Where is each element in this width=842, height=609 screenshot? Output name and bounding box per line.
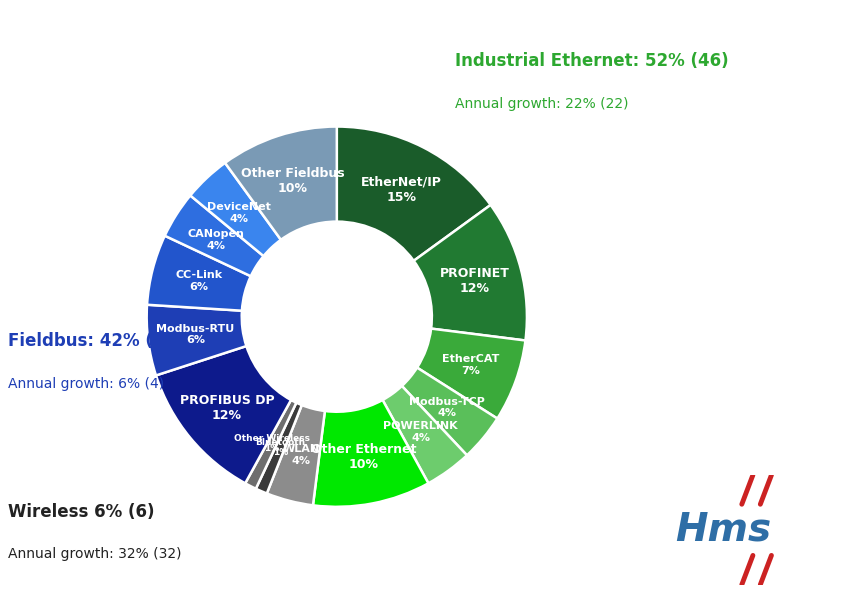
Text: Hms: Hms [675,511,771,549]
Text: Other Ethernet
10%: Other Ethernet 10% [311,443,416,471]
Text: Annual growth: 32% (32): Annual growth: 32% (32) [8,547,182,561]
Text: PROFINET
12%: PROFINET 12% [440,267,510,295]
Wedge shape [313,400,429,507]
Text: Modbus-RTU
6%: Modbus-RTU 6% [157,324,234,345]
Wedge shape [267,405,325,505]
Text: Industrial Ethernet: 52% (46): Industrial Ethernet: 52% (46) [455,52,728,70]
Text: Modbus-TCP
4%: Modbus-TCP 4% [408,397,485,418]
Wedge shape [156,346,291,484]
Text: Other Wireless
1%: Other Wireless 1% [234,434,310,454]
Wedge shape [225,127,337,240]
Text: EtherNet/IP
15%: EtherNet/IP 15% [361,175,442,203]
Text: Annual growth: 22% (22): Annual growth: 22% (22) [455,97,628,110]
Text: EtherCAT
7%: EtherCAT 7% [442,354,499,376]
Text: Annual growth: 6% (4): Annual growth: 6% (4) [8,377,164,390]
Text: Other Fieldbus
10%: Other Fieldbus 10% [241,167,344,195]
Text: WLAN
4%: WLAN 4% [283,444,320,466]
Wedge shape [413,205,527,340]
Text: POWERLINK
4%: POWERLINK 4% [383,421,458,443]
Text: Fieldbus: 42% (48): Fieldbus: 42% (48) [8,332,184,350]
Wedge shape [417,329,525,418]
Wedge shape [165,195,264,276]
Text: DeviceNet
4%: DeviceNet 4% [207,202,271,224]
Wedge shape [402,368,498,456]
Wedge shape [190,163,281,256]
Text: Bluetooth
1%: Bluetooth 1% [255,438,306,457]
Wedge shape [245,400,296,488]
Wedge shape [382,386,467,484]
Wedge shape [147,304,247,375]
Wedge shape [256,403,301,493]
Wedge shape [337,127,491,261]
Text: Wireless 6% (6): Wireless 6% (6) [8,502,155,521]
Text: PROFIBUS DP
12%: PROFIBUS DP 12% [179,393,274,421]
Text: CANopen
4%: CANopen 4% [188,230,245,251]
Wedge shape [147,236,251,311]
Text: CC-Link
6%: CC-Link 6% [175,270,222,292]
